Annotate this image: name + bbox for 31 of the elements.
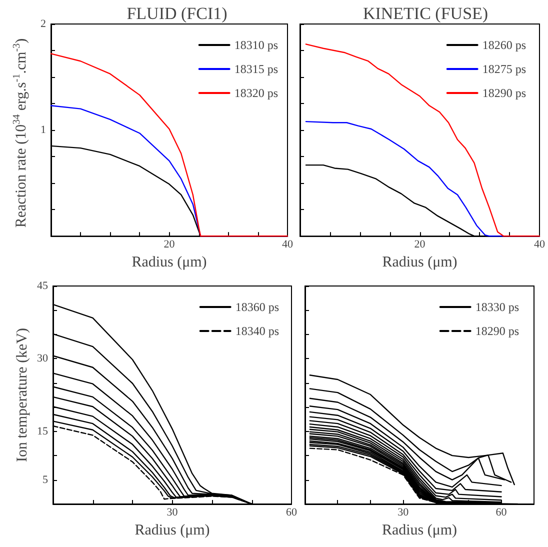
y-tick-label: 5	[42, 474, 48, 486]
x-tick-label: 20	[164, 238, 176, 251]
x-tick-label: 40	[534, 238, 546, 251]
x-tick-label: 60	[496, 506, 508, 518]
x-axis-title: Radius (μm)	[132, 254, 207, 270]
legend-label: 18275 ps	[482, 62, 526, 76]
legend-label: 18320 ps	[234, 86, 278, 100]
y-tick-label: 30	[37, 352, 48, 365]
legend-label: 18360 ps	[235, 300, 280, 314]
legend-label: 18330 ps	[475, 300, 520, 314]
y-tick-label: 45	[37, 280, 48, 292]
x-axis-title: Radius (μm)	[134, 522, 210, 538]
y-axis-title: Ion temperature (keV)	[14, 328, 32, 462]
x-tick-label: 30	[398, 506, 410, 518]
legend-label: 18290 ps	[475, 324, 520, 338]
chart-title: FLUID (FCI1)	[126, 4, 228, 23]
x-tick-label: 60	[286, 506, 298, 518]
x-tick-label: 40	[282, 238, 294, 251]
x-tick-label: 20	[414, 238, 426, 251]
y-tick-label: 15	[37, 425, 48, 438]
chart-title: KINETIC (FUSE)	[362, 4, 488, 23]
x-axis-title: Radius (μm)	[382, 254, 458, 270]
y-tick-label: 2	[40, 18, 46, 30]
legend-label: 18310 ps	[234, 38, 278, 52]
x-tick-label: 30	[166, 506, 178, 518]
legend-label: 18315 ps	[234, 62, 278, 76]
legend-label: 18340 ps	[235, 324, 280, 338]
legend-label: 18290 ps	[482, 86, 526, 100]
x-axis-title: Radius (μm)	[382, 522, 458, 538]
legend-label: 18260 ps	[482, 38, 526, 52]
y-tick-label: 1	[40, 124, 46, 136]
